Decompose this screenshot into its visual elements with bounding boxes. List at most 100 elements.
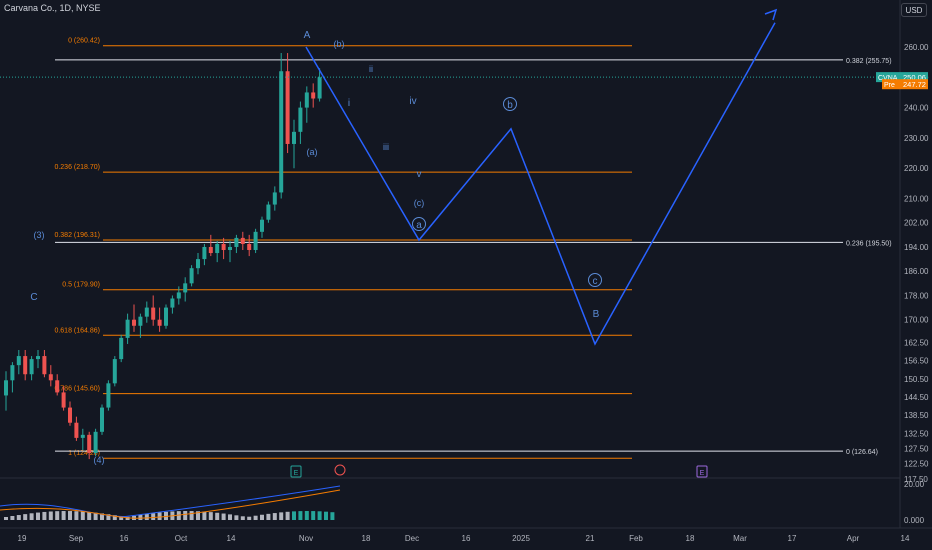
price-tick-label: 117.50 — [904, 475, 928, 484]
indicator-bar — [164, 511, 168, 520]
last-symbol-badge — [876, 72, 900, 83]
candle-body — [266, 204, 271, 220]
candle-body — [48, 374, 53, 381]
price-tick-label: 210.00 — [904, 195, 929, 204]
indicator-bar — [138, 514, 143, 520]
fib-level-label: 0.236 (218.70) — [54, 164, 100, 171]
price-tick-label: 162.50 — [904, 338, 929, 347]
indicator-bar — [100, 513, 104, 520]
indicator-line-1 — [0, 485, 341, 517]
candle-body — [304, 92, 309, 108]
wave-label-circle — [588, 273, 602, 287]
time-tick-label: Nov — [299, 534, 313, 543]
wave-arrowhead — [764, 8, 778, 21]
price-tick-label: 186.00 — [904, 267, 929, 276]
wave-label: a — [416, 220, 422, 231]
candle-body — [29, 359, 34, 375]
indicator-bar — [157, 512, 162, 520]
event-marker-label: E — [700, 470, 705, 477]
indicator-bar — [228, 514, 232, 520]
indicator-bar — [29, 513, 34, 520]
indicator-bar — [240, 516, 245, 520]
indicator-tick-label: 0.000 — [904, 516, 925, 525]
price-tick-label: 144.50 — [904, 393, 929, 402]
price-tick-label: 170.00 — [904, 316, 929, 325]
currency-button[interactable]: USD — [901, 3, 927, 17]
indicator-bar — [36, 512, 40, 520]
indicator-bar — [87, 512, 92, 520]
indicator-bar — [144, 513, 149, 520]
price-tick-label: 178.00 — [904, 291, 929, 300]
indicator-bar — [298, 511, 303, 520]
indicator-tick-label: 20.00 — [904, 480, 925, 489]
indicator-bar — [208, 512, 213, 520]
pre-price-badge — [900, 79, 928, 90]
time-tick-label: 19 — [18, 534, 27, 543]
candle-body — [138, 316, 143, 326]
candle-body — [202, 246, 207, 260]
indicator-bar — [80, 511, 85, 520]
time-tick-label: 17 — [788, 534, 797, 543]
price-axis: 260.00250.00240.00230.00220.00210.00202.… — [0, 0, 929, 528]
fib-right-label: 0 (126.64) — [846, 449, 878, 456]
indicator-bar — [151, 513, 156, 520]
event-marker-label: E — [294, 470, 299, 477]
wave-label: c — [593, 276, 598, 287]
price-tick-label: 240.00 — [904, 104, 929, 113]
candle-body — [279, 71, 284, 193]
fib-level-label: 0.786 (145.60) — [54, 386, 100, 393]
pre-badge — [882, 79, 900, 90]
candle-body — [221, 243, 226, 251]
price-tick-label: 122.50 — [904, 460, 929, 469]
indicator-bar — [112, 515, 117, 520]
time-tick-label: Mar — [733, 534, 747, 543]
wave-label: b — [507, 100, 513, 111]
candle-body — [285, 71, 290, 144]
indicator-bar — [324, 511, 328, 520]
wave-label: v — [417, 169, 422, 180]
candle-body — [80, 434, 85, 438]
indicator-bar — [119, 516, 124, 520]
indicator-line-2 — [0, 489, 341, 519]
time-tick-label: 21 — [586, 534, 595, 543]
symbol-header: Carvana Co., 1D, NYSE — [4, 3, 101, 13]
candles — [4, 53, 322, 460]
wave-label: C — [30, 292, 37, 303]
candle-body — [311, 92, 316, 99]
wave-drawing — [305, 8, 778, 346]
time-tick-label: Feb — [629, 534, 643, 543]
wave-label-circle — [412, 217, 426, 231]
time-tick-label: 18 — [686, 534, 695, 543]
indicator-bar — [4, 517, 8, 520]
candle-body — [164, 307, 168, 326]
candle-body — [112, 359, 117, 384]
fib-level-label: 0 (260.42) — [68, 38, 100, 45]
time-tick-label: 18 — [362, 534, 371, 543]
indicator-bar — [247, 516, 252, 520]
time-tick-label: Dec — [405, 534, 419, 543]
price-tick-label: 230.00 — [904, 134, 929, 143]
indicator-bar — [260, 514, 264, 520]
indicator-bar — [106, 514, 111, 520]
time-tick-label: 16 — [120, 534, 129, 543]
candle-body — [234, 237, 239, 247]
indicator-bar — [61, 511, 66, 520]
price-tick-label: 138.50 — [904, 411, 929, 420]
candle-body — [247, 243, 252, 251]
wave-label-circle — [503, 97, 517, 111]
candle-body — [170, 298, 175, 308]
candle-body — [119, 337, 124, 360]
indicator-bar — [330, 512, 335, 520]
indicator-bar — [304, 511, 309, 520]
indicator-bar — [125, 516, 130, 520]
pre-price-label: 247.72 — [903, 80, 926, 89]
indicator-bar — [234, 515, 239, 520]
time-axis: 19 Sep 16 Oct 14 Nov 18 Dec 16 2025 21 Feb 18 Mar 17 Ap… — [0, 527, 932, 543]
indicator-bar — [266, 513, 271, 520]
candle-body — [176, 292, 181, 299]
wave-label: iii — [383, 142, 389, 152]
indicator-bar — [215, 512, 220, 520]
time-tick-label: 14 — [901, 534, 910, 543]
